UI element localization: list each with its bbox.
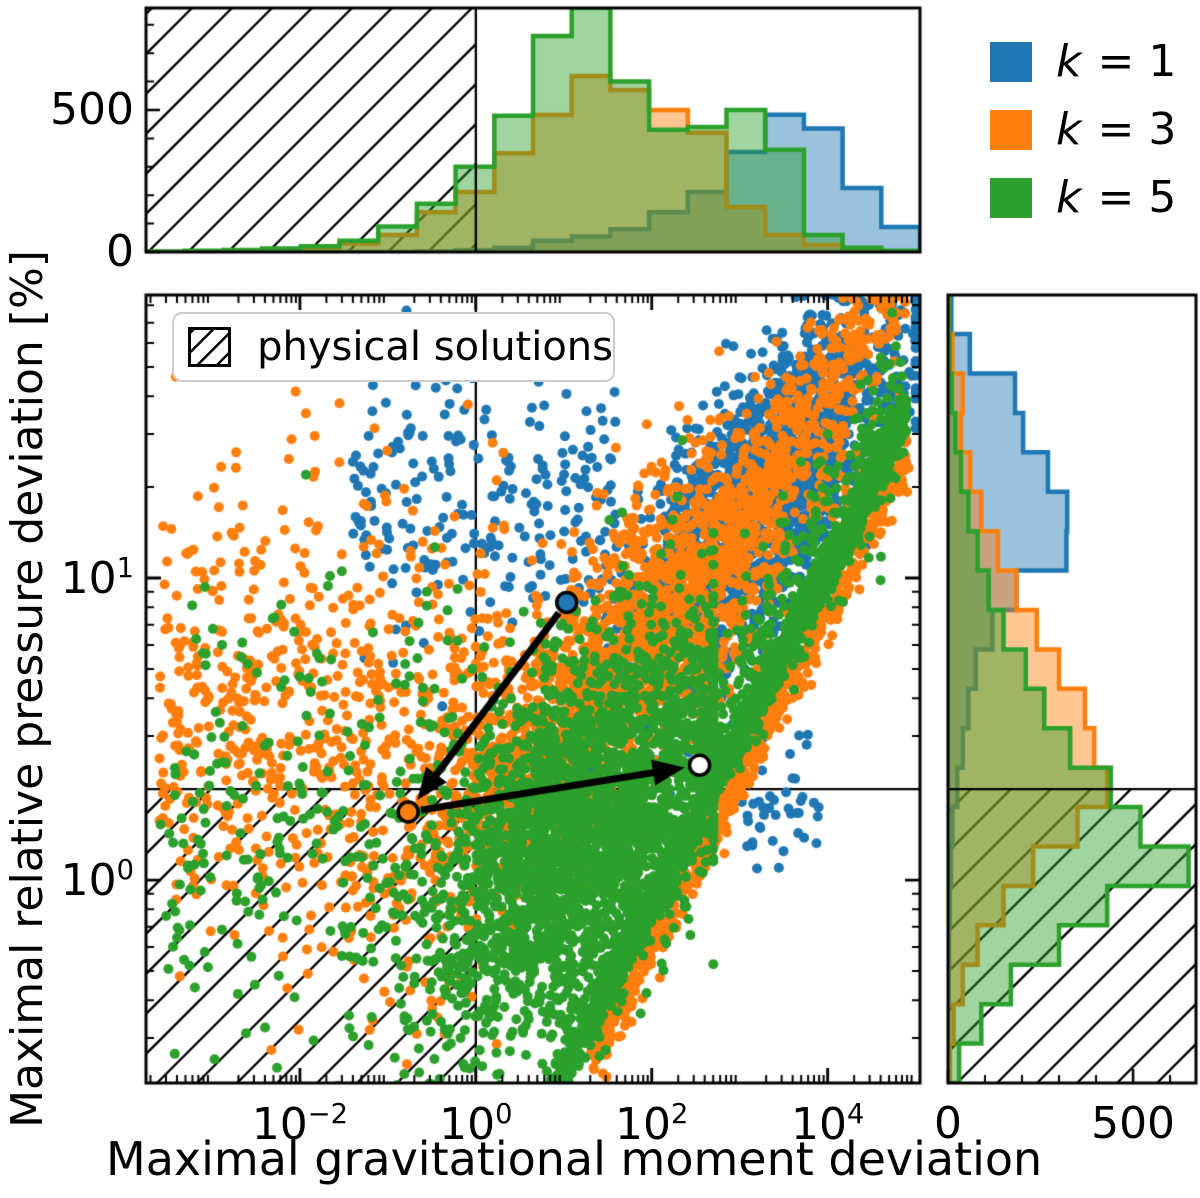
right-hist-tick-label: 0	[934, 1098, 962, 1149]
series-legend: k = 1 k = 3 k = 5	[990, 36, 1176, 223]
x-tick-label: 104	[790, 1098, 865, 1150]
hatch-swatch	[188, 327, 232, 367]
top-hist-tick-label: 0	[106, 226, 134, 277]
legend-rest-k3: = 3	[1083, 104, 1177, 155]
x-tick-label: 102	[615, 1098, 689, 1150]
legend-var-k1: k	[1056, 36, 1082, 87]
x-tick-label: 100	[439, 1098, 513, 1150]
legend-label-k1: k = 1	[1056, 36, 1176, 87]
legend-rest-k1: = 1	[1083, 36, 1177, 87]
legend-item-k1: k = 1	[990, 36, 1176, 87]
legend-rest-k5: = 5	[1083, 172, 1177, 223]
y-axis-title: Maximal relative pressure deviation [%]	[2, 250, 53, 1128]
legend-item-k5: k = 5	[990, 172, 1176, 223]
physical-solutions-legend: physical solutions	[172, 312, 615, 382]
legend-label-k5: k = 5	[1056, 172, 1176, 223]
legend-swatch-k3	[990, 109, 1032, 150]
legend-item-k3: k = 3	[990, 104, 1176, 155]
x-tick-label: 10−2	[251, 1098, 349, 1150]
physical-solutions-label: physical solutions	[257, 324, 613, 370]
x-axis-title: Maximal gravitational moment deviation	[106, 1132, 1043, 1186]
legend-swatch-k1	[990, 41, 1032, 82]
legend-swatch-k5	[990, 177, 1032, 218]
legend-var-k3: k	[1056, 104, 1082, 155]
right-hist-tick-label: 500	[1091, 1098, 1176, 1149]
legend-var-k5: k	[1056, 172, 1082, 223]
y-tick-label: 100	[60, 854, 134, 906]
top-hist-tick-label: 500	[50, 83, 134, 135]
legend-label-k3: k = 3	[1056, 104, 1176, 155]
y-tick-label: 101	[60, 552, 134, 604]
